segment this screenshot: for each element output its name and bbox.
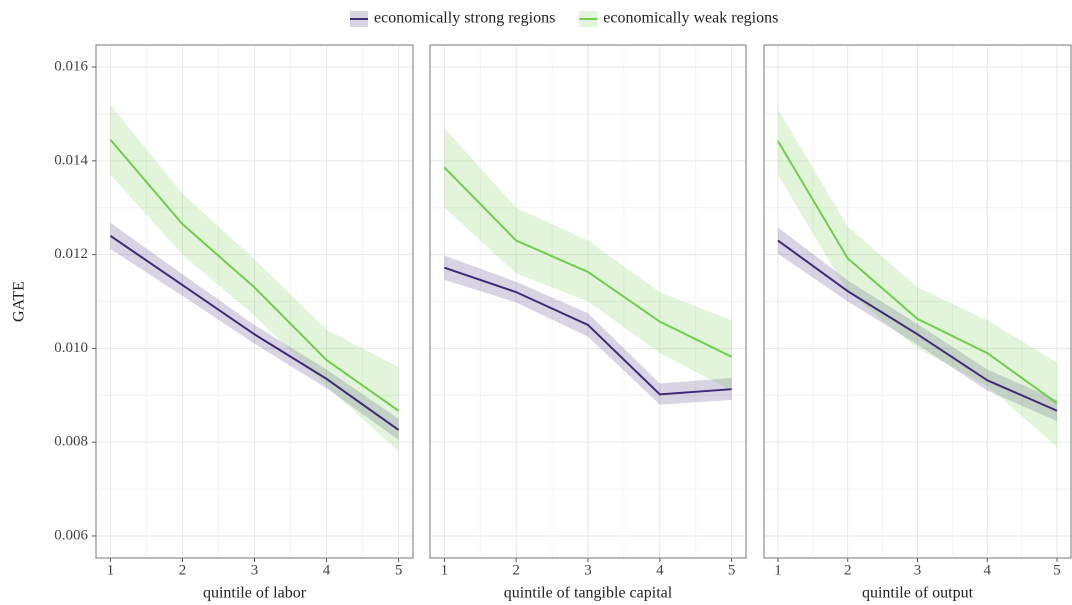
series-line — [109, 235, 400, 431]
panel-border — [429, 44, 747, 559]
series-line — [777, 239, 1058, 412]
confidence-band — [777, 227, 1058, 422]
y-tick-label: 0.012 — [54, 246, 88, 262]
series-line — [777, 140, 1058, 405]
x-tick-label: 5 — [1053, 562, 1061, 578]
x-axis-label: quintile of labor — [203, 585, 307, 602]
x-tick-label: 2 — [179, 562, 187, 578]
x-tick-label: 2 — [844, 562, 852, 578]
x-axis-label: quintile of tangible capital — [504, 585, 673, 602]
x-tick-label: 5 — [728, 562, 736, 578]
x-tick-label: 1 — [441, 562, 449, 578]
x-axis-label: quintile of output — [862, 585, 974, 602]
x-tick-label: 4 — [323, 562, 331, 578]
series-line — [443, 166, 733, 358]
x-tick-label: 4 — [984, 562, 992, 578]
x-tick-label: 4 — [656, 562, 664, 578]
panel-border — [95, 44, 414, 559]
confidence-band — [110, 104, 399, 452]
y-tick-label: 0.010 — [54, 340, 88, 356]
y-tick-label: 0.016 — [54, 58, 88, 74]
y-tick-label: 0.008 — [54, 434, 88, 450]
x-tick-label: 1 — [774, 562, 782, 578]
confidence-band — [777, 109, 1058, 447]
confidence-band — [444, 127, 732, 391]
x-tick-label: 1 — [107, 562, 115, 578]
series-line — [444, 266, 732, 396]
legend-label: economically weak regions — [603, 10, 778, 27]
confidence-band — [110, 222, 399, 440]
x-tick-label: 3 — [251, 562, 259, 578]
y-tick-label: 0.014 — [54, 152, 88, 168]
y-tick-label: 0.006 — [54, 527, 88, 543]
series-line — [109, 139, 400, 412]
x-tick-label: 5 — [395, 562, 403, 578]
legend-label: economically strong regions — [374, 10, 555, 27]
panel-border — [763, 44, 1072, 559]
x-tick-label: 2 — [512, 562, 520, 578]
x-tick-label: 3 — [914, 562, 922, 578]
x-tick-label: 3 — [584, 562, 592, 578]
y-axis-label: GATE — [11, 281, 28, 322]
